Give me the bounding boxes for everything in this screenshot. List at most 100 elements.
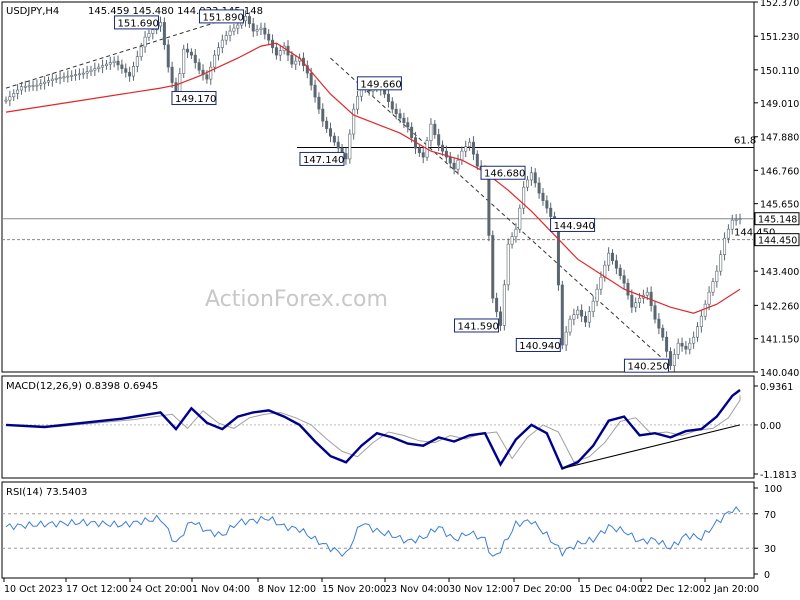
- price-tick-label: 146.760: [760, 166, 799, 177]
- candle-body: [487, 172, 491, 236]
- candle-body: [147, 33, 151, 38]
- candle-body: [510, 236, 514, 245]
- candle-body: [35, 84, 39, 87]
- price-annotation-box: [623, 358, 669, 373]
- candle-body: [116, 60, 120, 66]
- candle-body: [417, 147, 421, 153]
- candle-body: [583, 315, 587, 323]
- candle-body: [537, 182, 541, 194]
- watermark: ActionForex.com: [205, 287, 388, 312]
- candle-body: [541, 192, 545, 201]
- candle-body: [4, 99, 8, 102]
- candle-body: [216, 47, 220, 56]
- x-tick-label: 30 Nov 12:00: [449, 584, 513, 595]
- candle-body: [560, 284, 564, 346]
- macd-header: MACD(12,26,9) 0.8398 0.6945: [6, 381, 158, 392]
- candle-body: [448, 156, 452, 164]
- candle-body: [638, 297, 642, 303]
- candle-body: [576, 309, 580, 315]
- candle-body: [46, 80, 50, 83]
- candle-body: [89, 69, 93, 72]
- macd-tick-label: 0.9361: [760, 382, 793, 393]
- candle-body: [74, 74, 78, 76]
- candle-body: [394, 108, 398, 114]
- ohlc-header: 145.459 145.480 144.923 145.148: [88, 6, 263, 17]
- candle-body: [533, 172, 537, 184]
- candle-body: [16, 89, 20, 94]
- candle-body: [611, 252, 615, 261]
- candle-body: [317, 96, 321, 110]
- price-tick-label: 143.400: [760, 267, 799, 278]
- price-annotation-label: 141.590: [457, 321, 498, 332]
- candle-body: [77, 73, 81, 76]
- candle-body: [31, 85, 35, 87]
- candle-body: [410, 126, 414, 138]
- candle-body: [692, 336, 696, 344]
- candle-body: [329, 128, 333, 137]
- candle-body: [209, 66, 213, 80]
- candle-body: [247, 16, 251, 25]
- price-annotation-label: 147.140: [303, 155, 344, 166]
- rsi-header: RSI(14) 73.5403: [6, 487, 87, 498]
- candle-body: [502, 284, 506, 326]
- candle-body: [101, 65, 105, 68]
- x-tick-label: 10 Oct 2023: [4, 584, 63, 595]
- x-tick-label: 15 Dec 04:00: [579, 584, 643, 595]
- price-tick-label: 141.150: [760, 335, 799, 346]
- candle-body: [657, 318, 661, 329]
- price-annotation-label: 151.690: [118, 18, 159, 29]
- candle-body: [62, 76, 66, 79]
- candle-body: [603, 264, 607, 278]
- candle-body: [325, 120, 329, 129]
- price-tick-label: 149.010: [760, 99, 799, 110]
- main-panel-frame: [1, 1, 755, 373]
- candle-body: [356, 95, 360, 110]
- candle-body: [309, 72, 313, 86]
- candle-body: [386, 93, 390, 102]
- price-annotation-label: 149.170: [175, 94, 216, 105]
- candle-body: [607, 252, 611, 266]
- symbol-header: USDJPY,H4: [6, 6, 59, 17]
- candle-body: [599, 276, 603, 290]
- candle-body: [159, 22, 163, 27]
- candle-body: [313, 84, 317, 98]
- candle-body: [27, 85, 31, 88]
- candle-body: [471, 141, 475, 155]
- candle-body: [58, 77, 62, 79]
- candle-body: [526, 179, 530, 188]
- candle-body: [93, 68, 97, 71]
- candle-body: [421, 152, 425, 158]
- candle-body: [672, 354, 676, 366]
- candle-body: [699, 315, 703, 327]
- candle-body: [668, 351, 672, 366]
- candle-body: [730, 219, 734, 230]
- candle-body: [661, 327, 665, 338]
- candle-body: [205, 74, 209, 80]
- candle-body: [182, 48, 186, 74]
- price-annotation-box: [356, 76, 402, 91]
- candle-body: [39, 83, 43, 86]
- candle-body: [441, 144, 445, 152]
- candle-body: [568, 318, 572, 333]
- candle-body: [166, 44, 170, 68]
- moving-average-line: [5, 42, 741, 314]
- price-tick-label: 151.230: [760, 32, 799, 43]
- candle-body: [104, 63, 108, 66]
- x-tick-label: 1 Nov 04:00: [192, 584, 250, 595]
- candle-body: [587, 311, 591, 323]
- candle-body: [549, 207, 553, 217]
- candle-body: [726, 228, 730, 239]
- candle-body: [495, 297, 499, 313]
- horizontal-level-label: 61.8: [734, 136, 756, 147]
- candle-body: [475, 153, 479, 167]
- macd-tick-label: -1.1813: [760, 470, 797, 481]
- candle-body: [139, 46, 143, 57]
- price-annotation-box: [453, 318, 499, 333]
- candle-body: [634, 302, 638, 308]
- price-annotation-label: 144.940: [554, 221, 595, 232]
- candle-body: [402, 117, 406, 123]
- x-tick-label: 8 Nov 12:00: [258, 584, 316, 595]
- candle-body: [224, 35, 228, 41]
- candle-body: [518, 207, 522, 230]
- candle-body: [680, 342, 684, 347]
